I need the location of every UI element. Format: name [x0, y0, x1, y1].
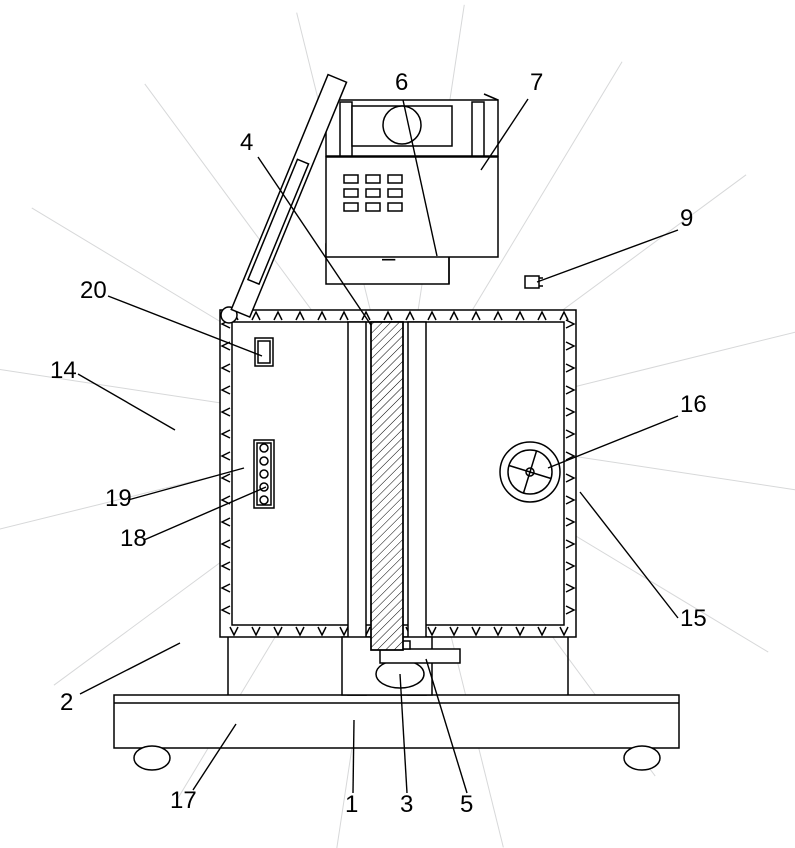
leader-15 — [580, 492, 678, 618]
label-5: 5 — [460, 791, 473, 818]
side-knob — [525, 276, 539, 288]
label-18: 18 — [120, 525, 147, 552]
label-17: 17 — [170, 787, 197, 814]
wheel-right — [624, 746, 660, 770]
label-9: 9 — [680, 205, 693, 232]
label-1: 1 — [345, 791, 358, 818]
label-6: 6 — [395, 69, 408, 96]
leader-9 — [537, 230, 678, 282]
wheel-left — [134, 746, 170, 770]
label-20: 20 — [80, 277, 107, 304]
label-19: 19 — [105, 485, 132, 512]
label-7: 7 — [530, 69, 543, 96]
leader-14 — [78, 374, 175, 430]
label-15: 15 — [680, 605, 707, 632]
lens — [383, 106, 421, 144]
leader-1 — [353, 720, 354, 793]
leader-2 — [80, 643, 180, 694]
label-14: 14 — [50, 357, 77, 384]
label-16: 16 — [680, 391, 707, 418]
lead-screw — [371, 322, 403, 650]
label-4: 4 — [240, 129, 253, 156]
label-3: 3 — [400, 791, 413, 818]
label-2: 2 — [60, 689, 73, 716]
label-_center_dash: – — [382, 245, 396, 272]
